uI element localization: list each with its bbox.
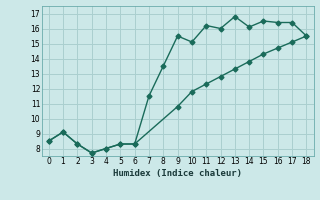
X-axis label: Humidex (Indice chaleur): Humidex (Indice chaleur) (113, 169, 242, 178)
